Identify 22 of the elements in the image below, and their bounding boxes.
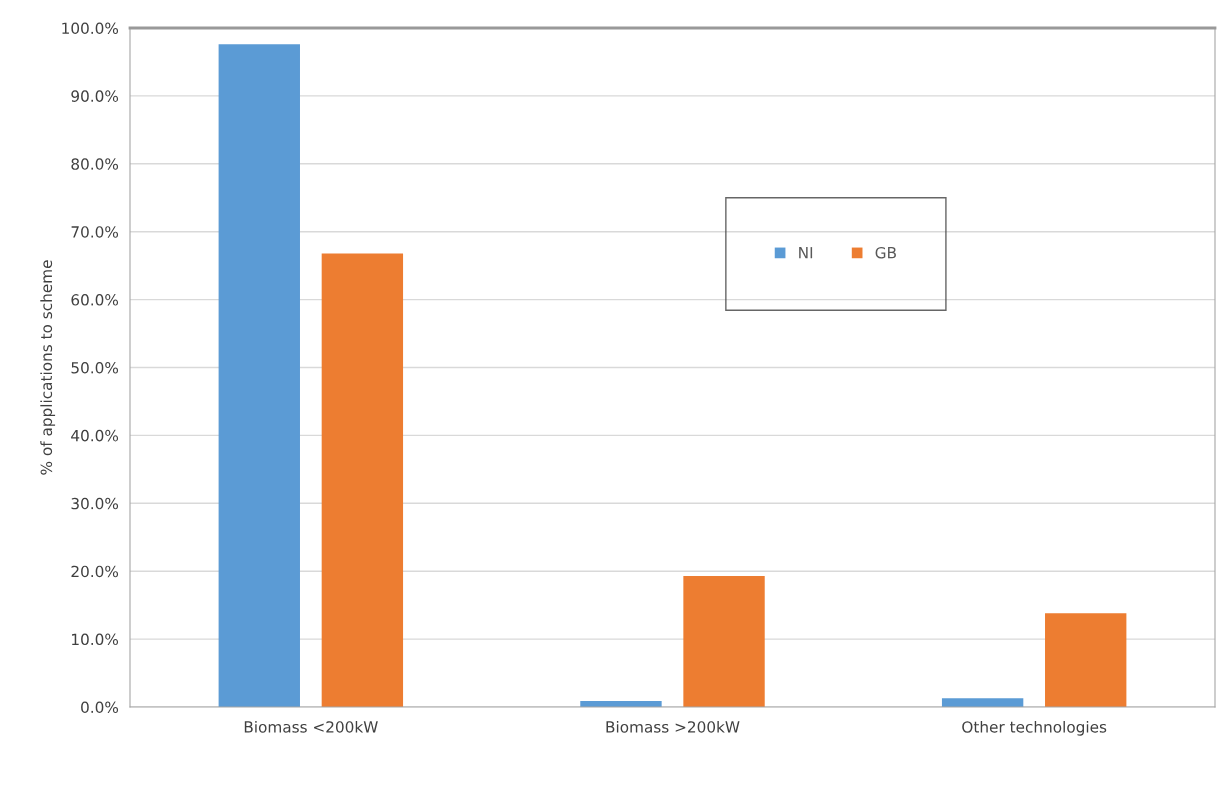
bar [683, 575, 765, 707]
x-tick-label: Biomass <200kW [244, 720, 378, 733]
legend-label: GB [875, 246, 896, 259]
y-tick-label: 20.0% [71, 565, 119, 578]
y-tick-label: 0.0% [81, 701, 119, 714]
bar [1045, 613, 1127, 707]
bar [941, 698, 1024, 707]
x-tick-label: Other technologies [962, 720, 1107, 736]
y-tick-label: 80.0% [71, 158, 119, 170]
legend-label: NI [799, 247, 813, 259]
y-tick-label: 70.0% [71, 226, 119, 238]
y-tick-label: 100.0% [62, 22, 119, 35]
x-tick-label: Biomass >200kW [606, 720, 740, 733]
y-tick-label: 40.0% [71, 429, 119, 442]
bar [218, 44, 300, 707]
bar [321, 253, 404, 707]
y-tick-label: 90.0% [71, 90, 119, 102]
y-tick-label: 50.0% [71, 361, 119, 374]
y-tick-label: 10.0% [72, 633, 119, 646]
y-tick-label: 60.0% [71, 294, 119, 306]
y-axis-title: % of applications to scheme [40, 260, 56, 475]
y-tick-label: 30.0% [71, 497, 119, 510]
